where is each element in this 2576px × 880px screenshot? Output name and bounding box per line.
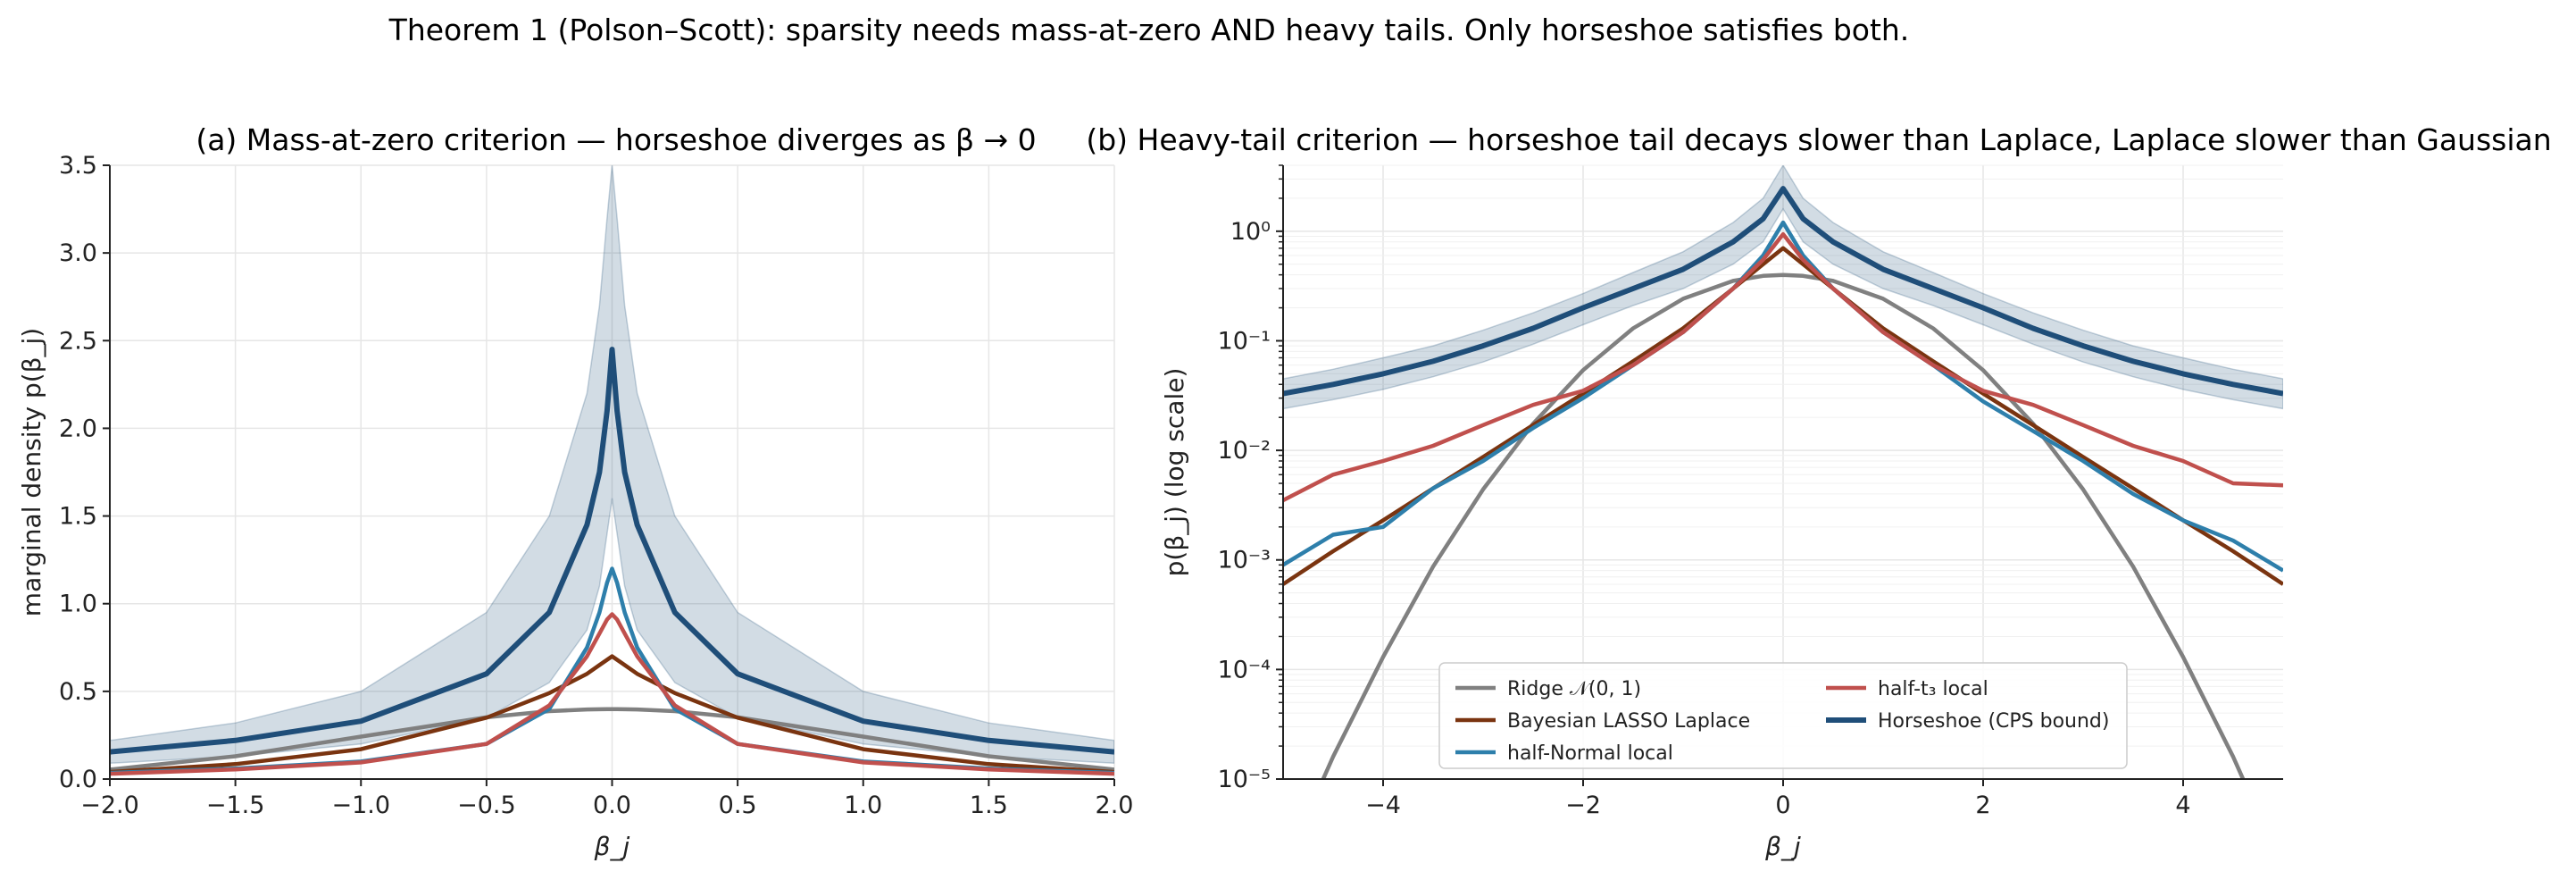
x-tick-label: 1.5 [970, 792, 1008, 819]
x-tick-label: 1.0 [844, 792, 882, 819]
x-tick-label: 4 [2175, 792, 2190, 819]
gridlines [109, 164, 1115, 780]
panel-title: (a) Mass-at-zero criterion — horseshoe d… [196, 122, 1036, 157]
y-tick-label: 10⁻⁵ [1218, 766, 1271, 793]
x-tick-label: −0.5 [457, 792, 516, 819]
horseshoe-band [110, 165, 1114, 765]
y-axis-label: marginal density p(β_j) [17, 328, 46, 616]
y-tick-label: 10⁻³ [1218, 547, 1271, 574]
y-tick-label: 3.0 [59, 239, 97, 267]
series-line-1 [1283, 246, 2283, 586]
x-tick-label: 0.0 [593, 792, 631, 819]
x-tick-label: −4 [1365, 792, 1401, 819]
legend-label: half-t₃ local [1878, 678, 1988, 700]
y-axis-label: p(β_j) (log scale) [1160, 368, 1189, 577]
horseshoe-band [1283, 165, 2283, 410]
panel-b-heavy-tail: −4 −2 0 2 4 10⁻⁵ 10⁻⁴ 10⁻³ 10⁻² 10⁻¹ 10⁰ (b) Heavy-… [1086, 122, 2551, 861]
x-tick-label: −1.5 [206, 792, 265, 819]
legend-label: Ridge 𝒩(0, 1) [1507, 678, 1641, 700]
x-tick-label: 2.0 [1096, 792, 1134, 819]
series-line-4 [110, 347, 1114, 755]
y-tick-label: 2.5 [59, 327, 97, 355]
y-tick-label: 10⁰ [1230, 218, 1271, 246]
series-line-3 [110, 612, 1114, 776]
plot-area [110, 165, 1114, 776]
x-tick-label: 0 [1775, 792, 1790, 819]
series-line-4 [1283, 186, 2283, 397]
y-tick-label: 2.0 [59, 415, 97, 442]
y-tick-label: 1.0 [59, 591, 97, 618]
series-line-1 [110, 654, 1114, 775]
x-tick-label: −2.0 [80, 792, 139, 819]
y-tick-label: 1.5 [59, 503, 97, 531]
y-tick-label: 0.0 [59, 766, 97, 793]
panel-title: (b) Heavy-tail criterion — horseshoe tai… [1086, 122, 2551, 157]
figure-suptitle: Theorem 1 (Polson–Scott): sparsity needs… [388, 13, 1910, 47]
y-tick-label: 10⁻⁴ [1218, 656, 1271, 683]
legend-label: Bayesian LASSO Laplace [1507, 710, 1750, 733]
x-tick-label: 2 [1975, 792, 1990, 819]
series-line-0 [110, 707, 1114, 772]
series-line-0 [1321, 272, 2246, 779]
legend-frame [1438, 662, 2128, 769]
legend: Ridge 𝒩(0, 1) Bayesian LASSO Laplace half-… [1438, 662, 2128, 769]
x-tick-label: 0.5 [719, 792, 757, 819]
x-axis-label: β_j [594, 832, 630, 861]
x-tick-label: −1.0 [331, 792, 390, 819]
legend-label: Horseshoe (CPS bound) [1878, 710, 2109, 733]
series-line-3 [1283, 231, 2283, 503]
x-axis-label: β_j [1764, 832, 1801, 861]
y-tick-label: 10⁻¹ [1218, 327, 1271, 355]
legend-label: half-Normal local [1507, 742, 1673, 765]
y-tick-label: 0.5 [59, 678, 97, 706]
x-tick-label: −2 [1565, 792, 1601, 819]
panel-a-mass-at-zero: −2.0 −1.5 −1.0 −0.5 0.0 0.5 1.0 1.5 2.0 0.0 0.5 1.0… [17, 122, 1133, 861]
plot-area [1283, 165, 2283, 779]
y-tick-label: 10⁻² [1218, 437, 1271, 465]
series-line-2 [1283, 220, 2283, 573]
y-tick-label: 3.5 [59, 152, 97, 180]
